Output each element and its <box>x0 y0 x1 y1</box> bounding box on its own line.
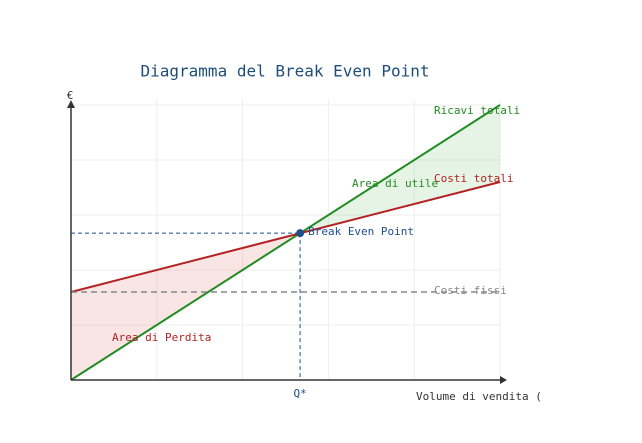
annotation: Area di Perdita <box>112 331 211 344</box>
x-axis-label: Volume di vendita ( <box>416 390 542 403</box>
chart-title: Diagramma del Break Even Point <box>141 62 430 81</box>
series-line <box>70 104 501 381</box>
break-even-point <box>296 229 305 238</box>
annotation: Area di utile <box>352 177 438 190</box>
series-line <box>70 181 501 293</box>
x-arrow <box>500 376 507 384</box>
series-label: Ricavi totali <box>434 104 520 117</box>
break-even-label: Break Even Point <box>308 225 414 238</box>
series-label: Costi totali <box>434 172 513 185</box>
x-tick-label: Q* <box>293 387 306 400</box>
y-axis-label: € <box>67 89 74 102</box>
y-arrow <box>67 100 75 108</box>
series-label: Costi fissi <box>434 284 507 297</box>
